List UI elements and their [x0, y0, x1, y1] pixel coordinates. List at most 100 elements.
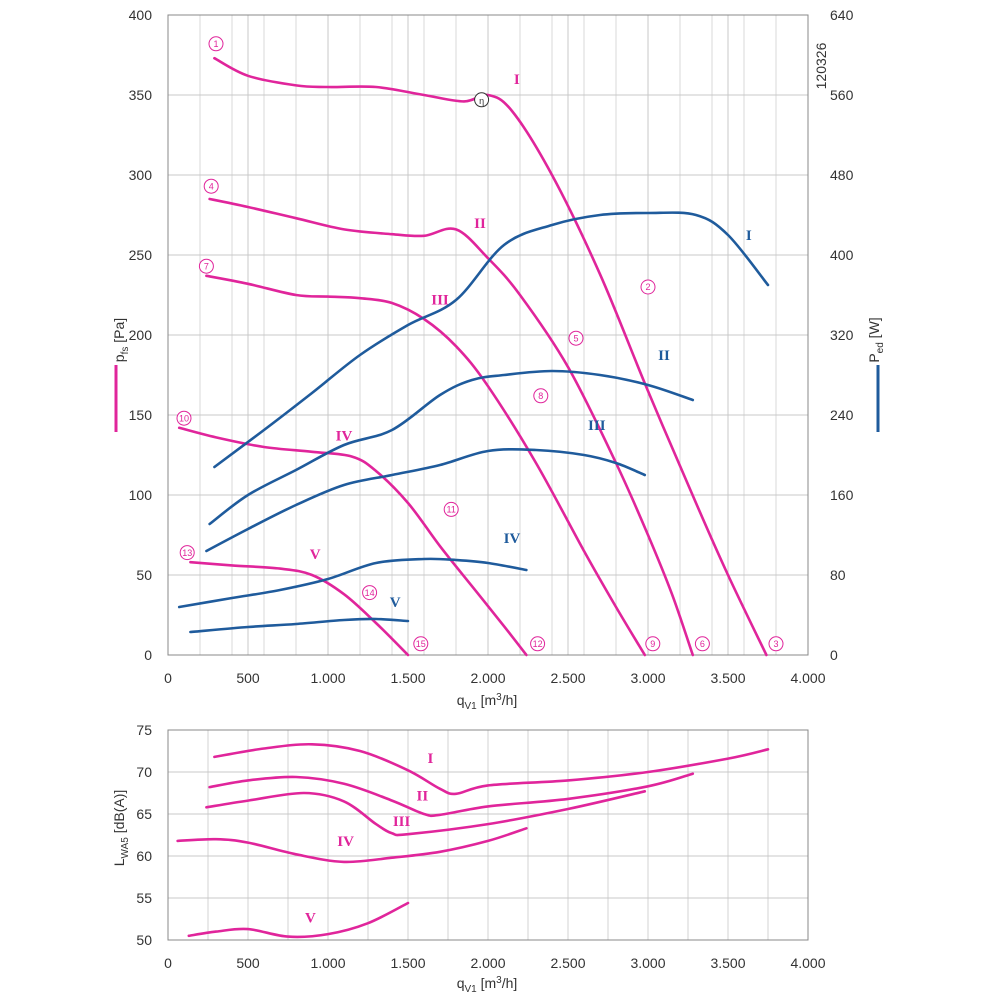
sound-curve-label: V — [305, 910, 316, 926]
power-curve-v — [189, 617, 410, 634]
bottom-y-tick-label: 55 — [136, 890, 152, 906]
left-y-tick-label: 400 — [129, 7, 153, 23]
circled-point-label: 13 — [182, 548, 192, 558]
bottom-x-tick-label: 500 — [236, 955, 260, 971]
right-y-tick-label: 640 — [830, 7, 854, 23]
circled-point-marker — [694, 636, 710, 652]
circled-point-marker — [208, 36, 224, 52]
circled-point-label: 11 — [447, 505, 456, 515]
pressure-curve-iv — [177, 426, 528, 657]
circled-point-label: 15 — [416, 639, 426, 649]
top-x-tick-label: 4.000 — [790, 670, 825, 686]
top-x-tick-label: 0 — [164, 670, 172, 686]
power-curve-iv — [177, 557, 528, 609]
left-y-tick-label: 250 — [129, 247, 153, 263]
power-curve-ii — [208, 369, 695, 526]
top-chart-series — [177, 56, 770, 657]
efficiency-marker-label: η — [479, 96, 484, 106]
circled-point-label: 2 — [645, 282, 650, 292]
circled-point-label: 12 — [533, 639, 543, 649]
left-y-tick-label: 350 — [129, 87, 153, 103]
pressure-curve-i — [213, 56, 768, 657]
bottom-x-tick-label: 1.000 — [310, 955, 345, 971]
circled-point-marker — [179, 545, 195, 561]
left-y-tick-label: 100 — [129, 487, 153, 503]
efficiency-marker: η — [474, 92, 490, 108]
top-x-tick-label: 3.000 — [630, 670, 665, 686]
bottom-y-axis-label: LWA5 [dB(A)] — [111, 790, 131, 867]
top-x-tick-label: 1.500 — [390, 670, 425, 686]
left-y-tick-label: 300 — [129, 167, 153, 183]
top-x-tick-label: 500 — [236, 670, 260, 686]
circled-point-label: 10 — [179, 413, 189, 423]
sound-curve-iii — [205, 790, 647, 837]
pressure-curve-iii — [205, 274, 647, 657]
right-y-tick-label: 480 — [830, 167, 854, 183]
top-x-tick-label: 2.500 — [550, 670, 585, 686]
circled-point-label: 1 — [213, 39, 218, 49]
pressure-curve-label: I — [514, 72, 520, 88]
left-y-tick-label: 0 — [144, 647, 152, 663]
power-curve-label: V — [390, 595, 401, 611]
circled-point-marker — [568, 330, 584, 346]
left-y-tick-label: 50 — [136, 567, 152, 583]
top-x-axis-label: qV1 [m3/h] — [457, 692, 518, 712]
right-y-axis-label: Ped [W] — [866, 317, 886, 362]
bottom-y-tick-label: 70 — [136, 764, 152, 780]
pressure-curve-label: V — [310, 547, 321, 563]
right-y-tick-label: 400 — [830, 247, 854, 263]
axis-tick-labels: 0 500 1.000 1.500 2.000 2.500 3.000 3.500 4.0000… — [129, 7, 854, 971]
right-y-tick-label: 320 — [830, 327, 854, 343]
bottom-chart-frame — [167, 729, 809, 941]
power-curve-label: II — [658, 348, 670, 364]
pressure-curve-ii — [208, 197, 695, 657]
left-y-tick-label: 150 — [129, 407, 153, 423]
sound-curve-ii — [208, 772, 695, 818]
top-chart-grid — [167, 14, 809, 656]
top-x-tick-label: 2.000 — [470, 670, 505, 686]
power-curve-iii — [205, 448, 647, 553]
sound-curve-label: II — [417, 789, 429, 805]
circled-point-marker — [645, 636, 661, 652]
circled-point-label: 4 — [209, 181, 214, 191]
pressure-curve-label: II — [474, 216, 486, 232]
circled-point-marker — [362, 585, 378, 601]
power-curve-label: III — [588, 418, 606, 434]
bottom-y-tick-label: 65 — [136, 806, 152, 822]
pressure-curve-v — [189, 560, 410, 657]
circled-point-marker — [768, 636, 784, 652]
circled-point-marker — [530, 636, 546, 652]
bottom-y-tick-label: 50 — [136, 932, 152, 948]
sound-curve-v — [187, 901, 410, 939]
power-curve-label: I — [746, 228, 752, 244]
circled-point-marker — [533, 388, 549, 404]
pressure-curve-label: IV — [336, 429, 353, 445]
bottom-x-axis-label: qV1 [m3/h] — [457, 975, 518, 995]
chart-annotations: 123456789101112131415IIIIIIIVVIIIIIIIVVI… — [176, 36, 784, 926]
bottom-x-tick-label: 1.500 — [390, 955, 425, 971]
circled-point-label: 6 — [700, 639, 705, 649]
left-y-tick-label: 200 — [129, 327, 153, 343]
circled-point-label: 7 — [204, 261, 209, 271]
pressure-curve-label: III — [431, 293, 449, 309]
circled-point-marker — [640, 279, 656, 295]
power-curve-label: IV — [504, 531, 521, 547]
top-chart-code: 120326 — [813, 42, 829, 89]
right-y-tick-label: 0 — [830, 647, 838, 663]
bottom-x-tick-label: 2.500 — [550, 955, 585, 971]
bottom-x-tick-label: 0 — [164, 955, 172, 971]
circled-point-label: 14 — [365, 588, 375, 598]
circled-point-label: 9 — [650, 639, 655, 649]
right-y-tick-label: 240 — [830, 407, 854, 423]
right-y-tick-label: 560 — [830, 87, 854, 103]
top-chart-frame — [167, 14, 809, 656]
bottom-x-tick-label: 3.500 — [710, 955, 745, 971]
bottom-chart-series — [176, 742, 770, 939]
sound-curve-i — [213, 742, 770, 796]
sound-curve-label: IV — [337, 834, 354, 850]
bottom-x-tick-label: 3.000 — [630, 955, 665, 971]
bottom-y-tick-label: 60 — [136, 848, 152, 864]
circled-point-label: 8 — [538, 391, 543, 401]
sound-curve-iv — [176, 827, 528, 864]
